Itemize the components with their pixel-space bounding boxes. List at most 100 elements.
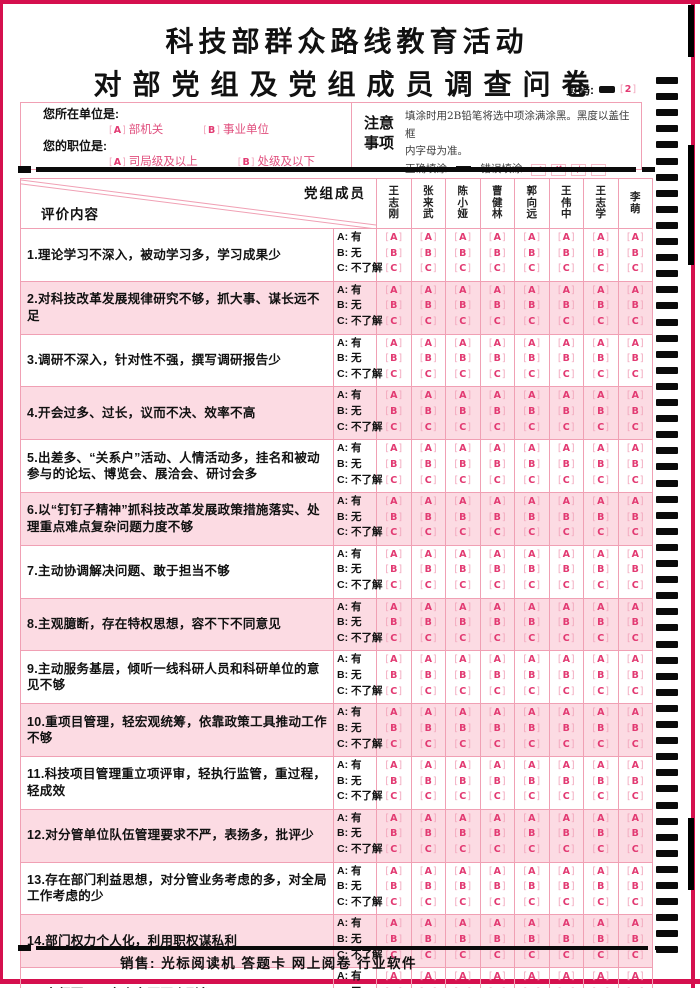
answer-bubble[interactable]: B bbox=[377, 932, 411, 948]
answer-bubble[interactable]: B bbox=[412, 879, 446, 895]
answer-bubble[interactable]: B bbox=[515, 298, 549, 314]
answer-bubble[interactable]: A bbox=[446, 600, 480, 616]
answer-bubble[interactable]: C bbox=[619, 261, 653, 277]
answer-bubble[interactable]: A bbox=[481, 336, 515, 352]
answer-bubble[interactable]: C bbox=[550, 895, 584, 911]
answer-bubble[interactable]: B bbox=[584, 457, 618, 473]
answer-bubble[interactable]: A bbox=[377, 758, 411, 774]
answer-bubble[interactable]: B bbox=[619, 774, 653, 790]
answer-bubble[interactable]: C bbox=[446, 631, 480, 647]
answer-bubble[interactable]: A bbox=[515, 600, 549, 616]
answer-bubble[interactable]: A bbox=[446, 283, 480, 299]
answer-bubble[interactable]: B bbox=[584, 668, 618, 684]
answer-bubble[interactable]: C bbox=[481, 684, 515, 700]
answer-bubble[interactable]: B bbox=[550, 932, 584, 948]
answer-bubble[interactable]: C bbox=[619, 367, 653, 383]
answer-bubble[interactable]: C bbox=[481, 631, 515, 647]
answer-bubble[interactable]: C bbox=[584, 684, 618, 700]
answer-bubble[interactable]: B bbox=[481, 298, 515, 314]
answer-bubble[interactable]: B bbox=[550, 774, 584, 790]
answer-bubble[interactable]: B bbox=[412, 932, 446, 948]
answer-bubble[interactable]: B bbox=[377, 826, 411, 842]
answer-bubble[interactable]: C bbox=[584, 895, 618, 911]
answer-bubble[interactable]: B bbox=[412, 457, 446, 473]
answer-bubble[interactable]: A bbox=[446, 705, 480, 721]
answer-bubble[interactable]: C bbox=[446, 525, 480, 541]
answer-bubble[interactable]: B bbox=[550, 510, 584, 526]
answer-bubble[interactable]: B bbox=[481, 879, 515, 895]
answer-bubble[interactable]: C bbox=[515, 631, 549, 647]
answer-bubble[interactable]: B bbox=[481, 721, 515, 737]
answer-bubble[interactable]: B bbox=[619, 246, 653, 262]
answer-bubble[interactable]: C bbox=[377, 473, 411, 489]
answer-bubble[interactable]: A bbox=[412, 864, 446, 880]
answer-bubble[interactable]: B bbox=[619, 615, 653, 631]
unit-option-b-bubble[interactable]: B bbox=[203, 125, 220, 136]
answer-bubble[interactable]: C bbox=[412, 420, 446, 436]
answer-bubble[interactable]: C bbox=[515, 948, 549, 964]
answer-bubble[interactable]: B bbox=[412, 298, 446, 314]
answer-bubble[interactable]: A bbox=[481, 969, 515, 985]
answer-bubble[interactable]: B bbox=[446, 774, 480, 790]
answer-bubble[interactable]: A bbox=[619, 600, 653, 616]
answer-bubble[interactable]: B bbox=[515, 510, 549, 526]
answer-bubble[interactable]: A bbox=[412, 230, 446, 246]
answer-bubble[interactable]: C bbox=[446, 261, 480, 277]
answer-bubble[interactable]: A bbox=[446, 652, 480, 668]
unit-option-a[interactable]: A部机关 bbox=[109, 122, 163, 138]
answer-bubble[interactable]: A bbox=[550, 811, 584, 827]
answer-bubble[interactable]: A bbox=[377, 652, 411, 668]
answer-bubble[interactable]: B bbox=[584, 932, 618, 948]
answer-bubble[interactable]: A bbox=[412, 600, 446, 616]
answer-bubble[interactable]: C bbox=[619, 684, 653, 700]
answer-bubble[interactable]: A bbox=[515, 388, 549, 404]
answer-bubble[interactable]: C bbox=[446, 578, 480, 594]
answer-bubble[interactable]: B bbox=[412, 668, 446, 684]
answer-bubble[interactable]: A bbox=[550, 547, 584, 563]
answer-bubble[interactable]: B bbox=[550, 985, 584, 988]
answer-bubble[interactable]: C bbox=[584, 842, 618, 858]
answer-bubble[interactable]: C bbox=[584, 367, 618, 383]
answer-bubble[interactable]: C bbox=[584, 948, 618, 964]
answer-bubble[interactable]: A bbox=[377, 916, 411, 932]
answer-bubble[interactable]: C bbox=[515, 578, 549, 594]
answer-bubble[interactable]: B bbox=[619, 457, 653, 473]
answer-bubble[interactable]: C bbox=[550, 261, 584, 277]
answer-bubble[interactable]: C bbox=[550, 684, 584, 700]
answer-bubble[interactable]: C bbox=[446, 737, 480, 753]
answer-bubble[interactable]: A bbox=[584, 916, 618, 932]
answer-bubble[interactable]: A bbox=[412, 705, 446, 721]
answer-bubble[interactable]: C bbox=[481, 525, 515, 541]
answer-bubble[interactable]: C bbox=[481, 737, 515, 753]
answer-bubble[interactable]: A bbox=[619, 283, 653, 299]
answer-bubble[interactable]: B bbox=[481, 774, 515, 790]
answer-bubble[interactable]: B bbox=[481, 562, 515, 578]
answer-bubble[interactable]: A bbox=[515, 336, 549, 352]
answer-bubble[interactable]: C bbox=[619, 842, 653, 858]
answer-bubble[interactable]: C bbox=[377, 842, 411, 858]
answer-bubble[interactable]: A bbox=[515, 916, 549, 932]
position-option-a-bubble[interactable]: A bbox=[109, 157, 126, 168]
answer-bubble[interactable]: A bbox=[377, 230, 411, 246]
answer-bubble[interactable]: A bbox=[584, 864, 618, 880]
answer-bubble[interactable]: A bbox=[619, 969, 653, 985]
answer-bubble[interactable]: A bbox=[481, 600, 515, 616]
answer-bubble[interactable]: A bbox=[412, 388, 446, 404]
answer-bubble[interactable]: B bbox=[550, 879, 584, 895]
answer-bubble[interactable]: C bbox=[619, 525, 653, 541]
answer-bubble[interactable]: A bbox=[550, 336, 584, 352]
answer-bubble[interactable]: C bbox=[515, 261, 549, 277]
answer-bubble[interactable]: A bbox=[619, 652, 653, 668]
answer-bubble[interactable]: C bbox=[550, 737, 584, 753]
answer-bubble[interactable]: C bbox=[412, 631, 446, 647]
answer-bubble[interactable]: C bbox=[619, 473, 653, 489]
answer-bubble[interactable]: A bbox=[412, 547, 446, 563]
answer-bubble[interactable]: B bbox=[446, 510, 480, 526]
answer-bubble[interactable]: A bbox=[412, 758, 446, 774]
answer-bubble[interactable]: B bbox=[412, 985, 446, 988]
answer-bubble[interactable]: B bbox=[550, 457, 584, 473]
answer-bubble[interactable]: B bbox=[515, 246, 549, 262]
answer-bubble[interactable]: B bbox=[515, 721, 549, 737]
answer-bubble[interactable]: C bbox=[446, 895, 480, 911]
answer-bubble[interactable]: C bbox=[515, 420, 549, 436]
